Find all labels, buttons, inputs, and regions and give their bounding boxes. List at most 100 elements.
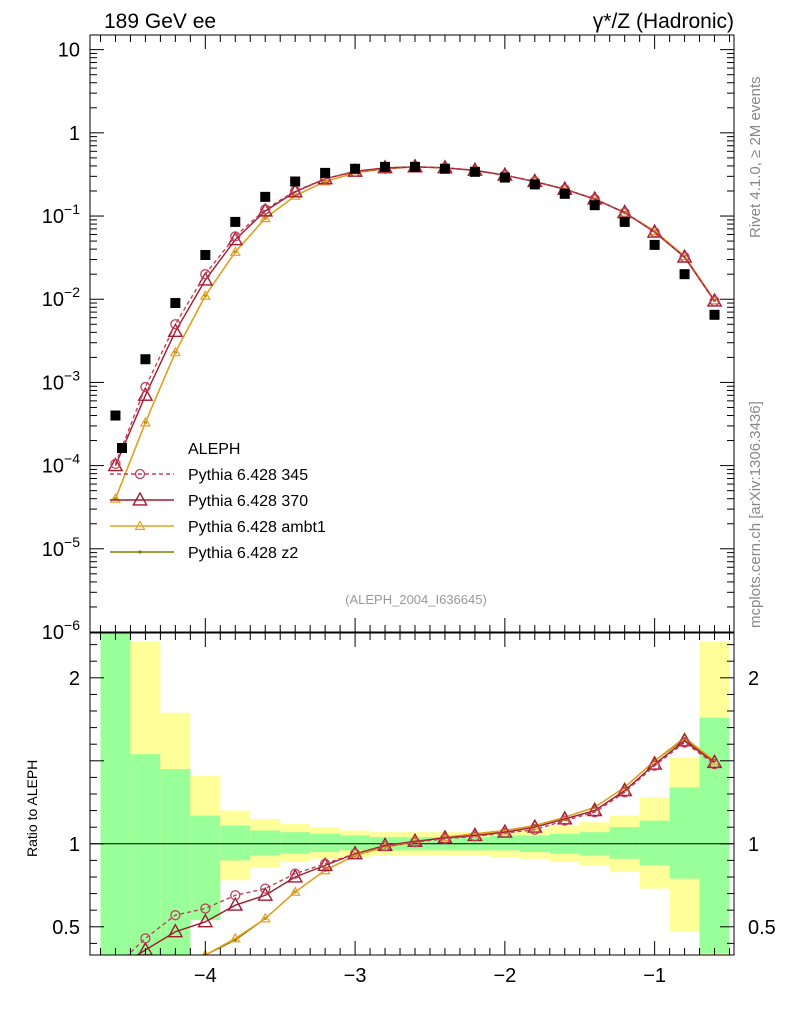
ratio-plot-series xyxy=(109,731,723,997)
point-s345 xyxy=(709,295,720,307)
ratio-point-s345 xyxy=(230,890,241,901)
ratio-point-s345 xyxy=(619,787,630,798)
data-point-aleph xyxy=(290,176,301,187)
main-plot-series xyxy=(107,158,723,503)
ratio-uncertainty-bands xyxy=(90,633,734,955)
y-tick-label: 10−4 xyxy=(42,451,80,478)
ratio-point-s345 xyxy=(499,827,511,839)
legend-marker-aleph xyxy=(117,443,127,453)
watermark: (ALEPH_2004_I636645) xyxy=(345,592,487,607)
ratio-point-s345 xyxy=(529,824,540,835)
point-ambt1 xyxy=(169,346,181,357)
point-s345 xyxy=(140,381,151,393)
y-tick-label: 10−1 xyxy=(42,201,80,228)
data-point-aleph xyxy=(649,239,660,250)
ratio-point-s345 xyxy=(290,868,301,879)
data-point-aleph xyxy=(200,250,211,261)
band-green xyxy=(100,633,131,955)
ratio-point-s345 xyxy=(140,933,151,944)
data-point-aleph xyxy=(380,161,391,172)
point-s345 xyxy=(230,231,241,242)
ratio-point-ambt1 xyxy=(202,949,209,955)
point-s345 xyxy=(110,458,121,470)
data-point-aleph xyxy=(559,188,570,199)
legend-marker-s345 xyxy=(134,468,146,480)
ratio-point-z2 xyxy=(144,978,147,981)
data-point-aleph xyxy=(499,172,510,183)
point-s370 xyxy=(227,231,244,246)
ratio-y-tick-label-right: 2 xyxy=(748,668,759,690)
band-green xyxy=(160,769,191,955)
ratio-point-ambt1 xyxy=(289,886,301,896)
point-ambt1 xyxy=(199,290,211,300)
point-s370 xyxy=(287,183,304,198)
ratio-point-s370 xyxy=(257,886,274,901)
ratio-point-z2 xyxy=(114,992,117,995)
ratio-point-ambt1 xyxy=(259,912,271,923)
data-point-aleph xyxy=(110,410,121,421)
y-tick-label: 10−2 xyxy=(42,284,80,311)
legend-label-ambt1: Pythia 6.428 ambt1 xyxy=(188,519,326,536)
ratio-point-s345 xyxy=(679,737,690,748)
ratio-ylabel: Ratio to ALEPH xyxy=(24,760,40,857)
ratio-point-ambt1 xyxy=(141,975,150,983)
ratio-point-z2 xyxy=(174,965,177,968)
data-point-aleph xyxy=(170,298,181,309)
ratio-point-s345 xyxy=(439,833,451,844)
data-point-aleph xyxy=(439,163,450,174)
band-green xyxy=(250,830,281,856)
title-right: γ*/Z (Hadronic) xyxy=(593,10,734,33)
ratio-line-s370 xyxy=(135,740,715,955)
band-green xyxy=(489,835,520,851)
data-point-aleph xyxy=(409,161,420,172)
ratio-point-s370 xyxy=(227,896,244,911)
legend-label-data: ALEPH xyxy=(188,441,240,458)
ratio-point-s370 xyxy=(287,868,304,883)
y-tick-label: 10−5 xyxy=(42,534,80,561)
side-label-mcplots: mcplots.cern.ch [arXiv:1306.3436] xyxy=(747,401,764,628)
x-tick-label: −1 xyxy=(643,965,666,987)
y-tick-label: 1 xyxy=(69,123,80,145)
band-green xyxy=(310,833,341,853)
x-tick-label: −2 xyxy=(493,965,516,987)
legend-label-z2: Pythia 6.428 z2 xyxy=(188,545,298,562)
legend-label-s345: Pythia 6.428 345 xyxy=(188,467,308,484)
y-tick-label: 10−3 xyxy=(42,367,80,394)
ratio-y-tick-label: 2 xyxy=(69,668,80,690)
band-green xyxy=(220,825,251,861)
data-point-aleph xyxy=(140,354,151,365)
ratio-point-s345 xyxy=(349,848,361,859)
ratio-point-s345 xyxy=(170,910,181,921)
point-s370 xyxy=(137,386,154,401)
band-green xyxy=(280,832,311,854)
point-s370 xyxy=(167,323,184,338)
ratio-point-s345 xyxy=(559,815,570,826)
ratio-point-ambt1 xyxy=(171,962,180,970)
x-tick-label: −4 xyxy=(194,965,217,987)
ratio-point-s370 xyxy=(167,923,184,938)
data-point-aleph xyxy=(260,191,271,202)
point-ambt1 xyxy=(259,212,271,223)
ratio-point-s345 xyxy=(709,758,720,770)
point-s345 xyxy=(200,269,211,280)
ratio-point-ambt1 xyxy=(111,989,120,997)
ratio-point-s345 xyxy=(589,807,600,818)
point-ambt1 xyxy=(229,246,241,256)
ratio-point-s345 xyxy=(409,836,421,848)
legend: ALEPH Pythia 6.428 345 Pythia 6.428 370 Pyt… xyxy=(110,441,326,562)
data-point-aleph xyxy=(350,163,361,174)
point-ambt1 xyxy=(319,175,331,186)
ratio-point-s345 xyxy=(111,962,120,971)
data-point-aleph xyxy=(679,269,690,280)
data-point-aleph xyxy=(230,216,241,227)
band-green xyxy=(669,787,700,879)
band-green xyxy=(190,815,221,921)
title-left: 189 GeV ee xyxy=(104,10,216,33)
point-ambt1 xyxy=(109,493,121,503)
axis-ticks: −4 −3 −2 −1 10 1 10−1 10−2 10−3 10−4 10−5 10−6 2 2 1 1 0… xyxy=(42,35,776,987)
ratio-point-ambt1 xyxy=(439,831,451,842)
ratio-point-s345 xyxy=(260,883,271,894)
point-s370 xyxy=(257,202,274,217)
ratio-y-tick-label-right: 1 xyxy=(748,834,759,856)
ratio-point-s370 xyxy=(109,961,122,973)
